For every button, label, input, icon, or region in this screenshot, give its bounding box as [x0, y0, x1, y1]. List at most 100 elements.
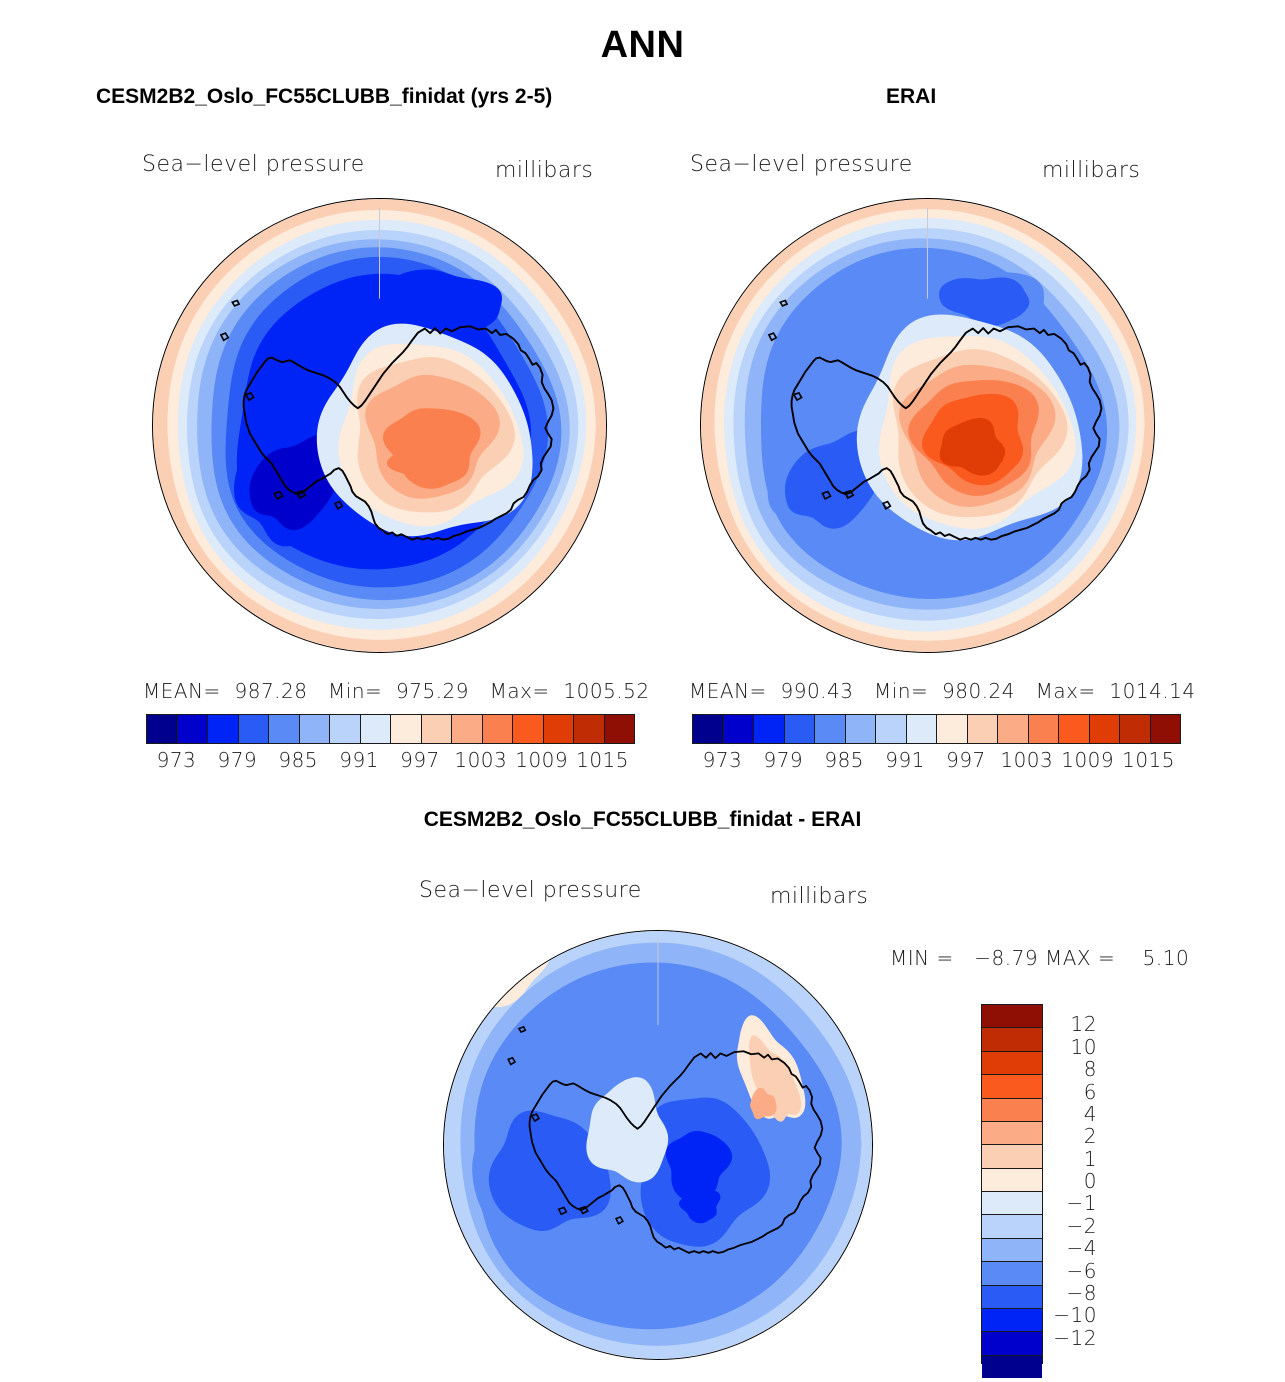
island-outline: [530, 1113, 541, 1123]
colorbar-swatch: [982, 1262, 1042, 1286]
island-outline: [579, 1205, 589, 1215]
colorbar-tick: 997: [946, 748, 986, 772]
colorbar-tick: 6: [1083, 1079, 1097, 1104]
colorbar-swatch: [269, 715, 300, 743]
colorbar-tick: 985: [824, 748, 865, 772]
island-outline: [333, 500, 344, 511]
polar-map-left[interactable]: [152, 198, 607, 653]
colorbar-swatch: [982, 1215, 1042, 1239]
colorbar-swatch: [998, 715, 1029, 743]
colorbar-swatch: [982, 1145, 1042, 1169]
colorbar-swatch: [330, 715, 361, 743]
contour-band: [488, 1110, 611, 1231]
contour-band: [975, 445, 1004, 464]
colorbar-tick: −4: [1066, 1236, 1097, 1261]
colorbar-swatch: [177, 715, 208, 743]
coastline: [242, 325, 555, 541]
colorbar-swatch: [1120, 715, 1151, 743]
contour-field: [153, 199, 606, 652]
island-outline: [557, 1206, 568, 1216]
island-outline: [219, 332, 230, 342]
colorbar-tick: 1009: [515, 748, 569, 772]
colorbar-ticks-left: 973 979 985 991 997 1003 1009 1015: [146, 748, 633, 772]
colorbar-swatch: [876, 715, 907, 743]
colorbar-swatch: [1150, 715, 1180, 743]
variable-label-diff: Sea−level pressure: [419, 878, 642, 903]
colorbar-right[interactable]: [692, 714, 1181, 744]
colorbar-swatch: [982, 1238, 1042, 1263]
units-label-left: millibars: [495, 158, 594, 183]
colorbar-swatch: [982, 1098, 1042, 1122]
colorbar-tick: 985: [278, 748, 319, 772]
island-outline: [295, 489, 307, 500]
polar-map-diff[interactable]: [443, 930, 873, 1360]
island-outline: [507, 1056, 517, 1066]
panel-title-left: CESM2B2_Oslo_FC55CLUBB_finidat (yrs 2-5): [96, 85, 553, 108]
colorbar-swatch: [967, 715, 998, 743]
colorbar-swatch: [982, 1332, 1042, 1356]
colorbar-tick: 10: [1070, 1034, 1097, 1059]
colorbar-swatch: [1059, 715, 1090, 743]
colorbar-swatch: [982, 1075, 1042, 1099]
colorbar-tick: −6: [1066, 1258, 1097, 1283]
colorbar-tick: 2: [1083, 1124, 1097, 1149]
colorbar-tick: 1003: [454, 748, 508, 772]
colorbar-swatch: [982, 1285, 1042, 1309]
colorbar-tick: 1003: [1000, 748, 1054, 772]
colorbar-swatch: [982, 1355, 1042, 1378]
contour-band: [750, 1087, 777, 1120]
colorbar-tick: 997: [400, 748, 440, 772]
colorbar-left[interactable]: [146, 714, 635, 744]
colorbar-tick: 973: [156, 748, 197, 772]
variable-label-left: Sea−level pressure: [142, 152, 365, 177]
colorbar-tick: −1: [1066, 1191, 1097, 1216]
island-outline: [779, 299, 789, 307]
colorbar-swatch: [1028, 715, 1059, 743]
island-outline: [614, 1215, 624, 1225]
colorbar-tick: 1015: [1122, 748, 1176, 772]
stats-left: MEAN= 987.28 Min= 975.29 Max= 1005.52: [143, 679, 650, 703]
island-outline: [843, 489, 855, 500]
page-title: ANN: [600, 24, 685, 66]
colorbar-swatch: [543, 715, 574, 743]
colorbar-tick: 4: [1083, 1101, 1097, 1126]
colorbar-swatch: [421, 715, 452, 743]
variable-label-right: Sea−level pressure: [690, 152, 913, 177]
contour-band: [784, 430, 882, 529]
coastline: [790, 325, 1103, 541]
colorbar-tick: 979: [763, 748, 804, 772]
colorbar-swatch: [391, 715, 422, 743]
colorbar-tick: 8: [1083, 1057, 1097, 1082]
contour-band: [586, 1077, 669, 1183]
colorbar-tick: −10: [1053, 1303, 1097, 1328]
colorbar-swatch: [452, 715, 483, 743]
colorbar-swatch: [360, 715, 391, 743]
colorbar-swatch: [982, 1028, 1042, 1052]
contour-band: [386, 445, 457, 486]
island-outline: [767, 332, 778, 342]
colorbar-diff[interactable]: [981, 1004, 1043, 1378]
colorbar-swatch: [482, 715, 513, 743]
contour-band: [249, 434, 339, 531]
contour-band: [665, 1130, 733, 1201]
colorbar-tick: 1: [1083, 1146, 1097, 1171]
island-outline: [792, 391, 803, 402]
colorbar-swatch: [937, 715, 968, 743]
colorbar-swatch: [906, 715, 937, 743]
colorbar-swatch: [299, 715, 330, 743]
colorbar-swatch: [147, 715, 178, 743]
panel-title-diff: CESM2B2_Oslo_FC55CLUBB_finidat - ERAI: [423, 808, 862, 831]
colorbar-swatch: [982, 1051, 1042, 1076]
colorbar-swatch: [982, 1308, 1042, 1333]
colorbar-swatch: [784, 715, 815, 743]
polar-map-right[interactable]: [700, 198, 1155, 653]
island-outline: [231, 299, 241, 307]
contour-field: [444, 931, 872, 1359]
colorbar-swatch: [238, 715, 269, 743]
units-label-diff: millibars: [770, 884, 869, 909]
island-outline: [244, 391, 255, 402]
colorbar-tick: 991: [339, 748, 379, 772]
island-outline: [821, 490, 832, 500]
island-outline: [517, 1025, 527, 1033]
colorbar-tick: −12: [1053, 1325, 1097, 1350]
